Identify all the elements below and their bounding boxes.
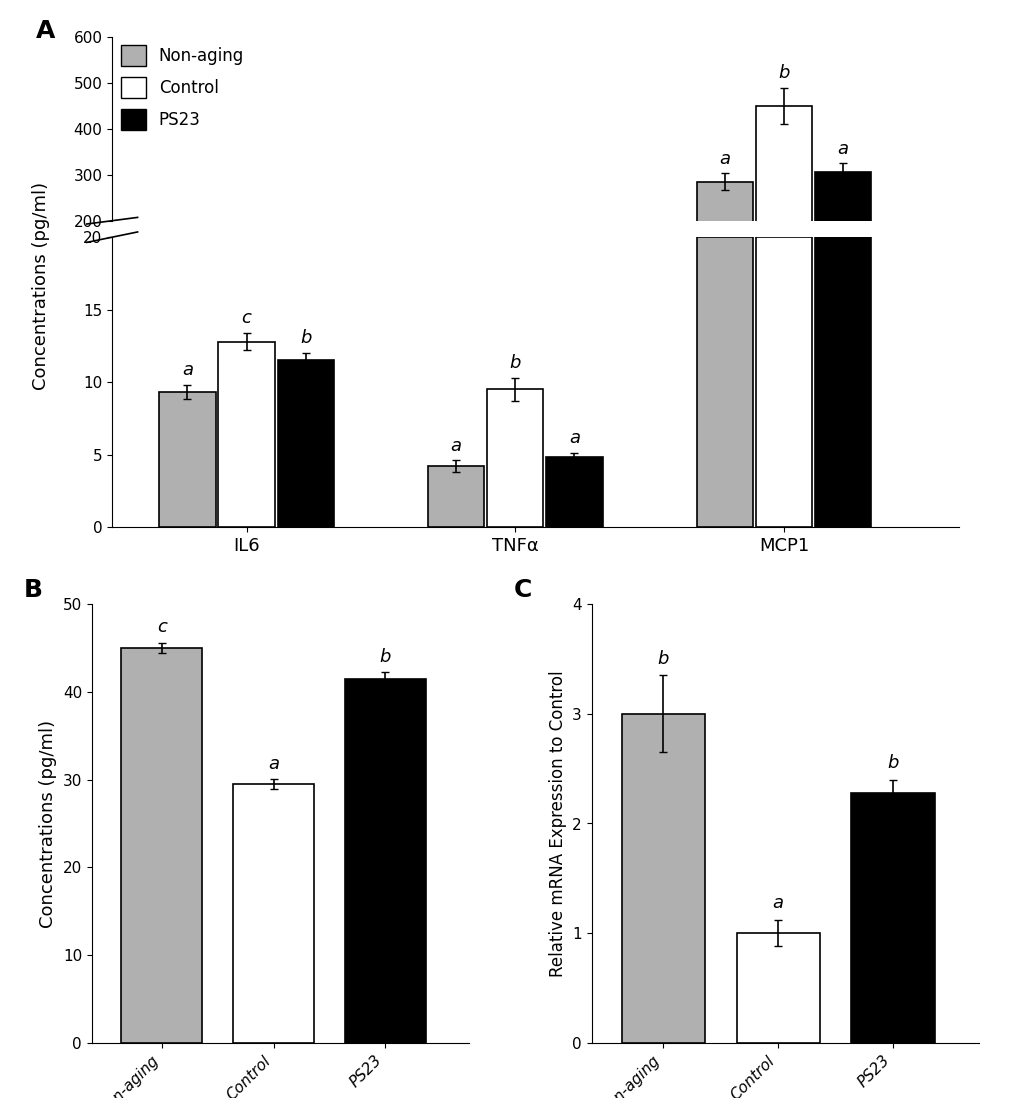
Bar	[814, 171, 870, 313]
Text: B: B	[23, 578, 43, 602]
Text: b: b	[379, 648, 390, 666]
Bar	[428, 467, 484, 527]
Text: c: c	[157, 618, 166, 637]
Text: a: a	[181, 361, 193, 379]
Bar	[696, 181, 752, 313]
Text: b: b	[300, 329, 311, 347]
Text: Concentrations (pg/ml): Concentrations (pg/ml)	[32, 181, 50, 390]
Text: c: c	[242, 309, 252, 327]
Bar	[218, 341, 274, 527]
Bar	[696, 237, 752, 527]
Bar	[755, 237, 811, 527]
Text: b: b	[657, 650, 668, 668]
Bar	[851, 793, 933, 1043]
Text: b: b	[777, 64, 789, 82]
Text: A: A	[36, 19, 55, 43]
Bar	[277, 360, 333, 527]
Bar	[232, 784, 314, 1043]
Text: b: b	[510, 354, 521, 372]
Text: C: C	[514, 578, 532, 602]
Text: b: b	[887, 754, 898, 772]
Bar	[755, 107, 811, 313]
Bar	[121, 648, 202, 1043]
Text: a: a	[837, 139, 848, 158]
Bar	[487, 390, 543, 527]
Text: a: a	[450, 437, 462, 455]
Bar	[622, 714, 704, 1043]
Text: a: a	[718, 150, 730, 168]
Text: a: a	[569, 429, 580, 447]
Text: a: a	[772, 895, 783, 912]
Y-axis label: Relative mRNA Expression to Control: Relative mRNA Expression to Control	[548, 670, 566, 977]
Legend: Non-aging, Control, PS23: Non-aging, Control, PS23	[120, 45, 244, 130]
Bar	[546, 458, 602, 527]
Bar	[159, 392, 215, 527]
Y-axis label: Concentrations (pg/ml): Concentrations (pg/ml)	[39, 719, 57, 928]
Bar	[344, 679, 426, 1043]
Bar	[814, 237, 870, 527]
Bar	[736, 933, 819, 1043]
Text: a: a	[268, 754, 279, 773]
